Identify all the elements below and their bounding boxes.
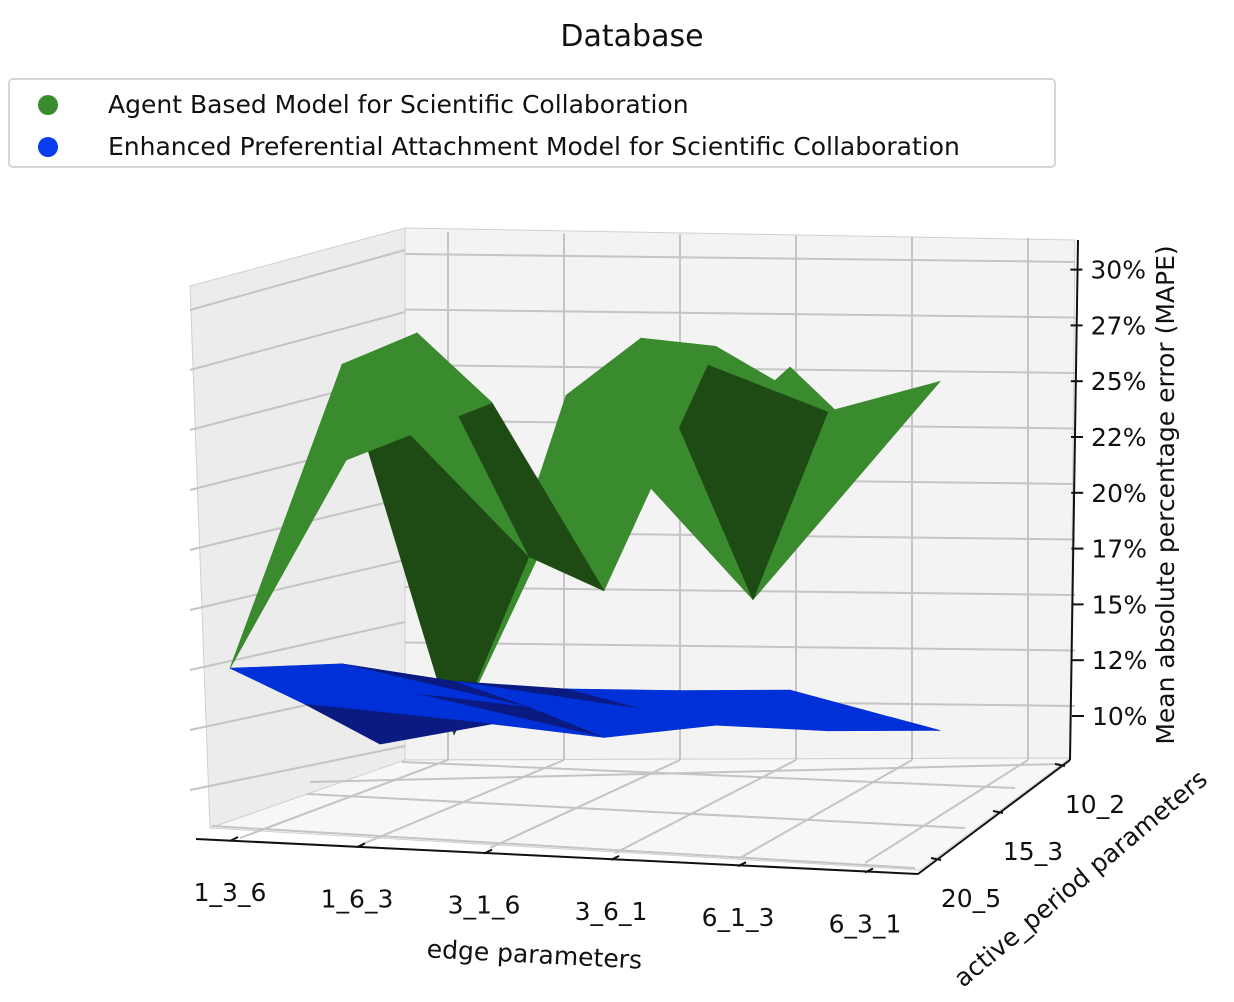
x-axis-line — [195, 838, 919, 875]
legend-label-enhanced: Enhanced Preferential Attachment Model f… — [108, 132, 960, 161]
legend: Agent Based Model for Scientific Collabo… — [8, 78, 1056, 168]
grid-floor-back — [309, 763, 1061, 783]
grid-left-horizontal — [189, 621, 406, 671]
x-tick-label: 3_6_1 — [575, 897, 648, 926]
grid-floor-x — [239, 759, 449, 839]
x-tick-label: 6_1_3 — [702, 903, 775, 932]
grid-floor-x — [864, 759, 1029, 864]
x-tick-label: 6_3_1 — [829, 910, 902, 939]
x-axis-label: edge parameters — [426, 934, 643, 974]
x-tick — [229, 836, 239, 842]
z-tick-label: 30% — [1090, 256, 1146, 285]
x-tick — [356, 842, 366, 849]
z-tick-label: 22% — [1091, 423, 1147, 452]
z-tick-label: 10% — [1092, 702, 1148, 731]
legend-entry-agent: Agent Based Model for Scientific Collabo… — [38, 90, 689, 119]
grid-floor-x — [614, 759, 797, 854]
z-axis-line — [1069, 239, 1079, 761]
grid-floor-x — [739, 759, 913, 859]
chart-title: Database — [560, 19, 703, 54]
surface-facet — [304, 402, 493, 477]
x-tick — [483, 848, 493, 855]
grid-back-horizontal — [404, 308, 1076, 319]
grid-floor-y — [306, 793, 966, 829]
z-tick-label: 25% — [1091, 367, 1147, 396]
x-tick-label: 1_3_6 — [194, 878, 267, 907]
grid-left-horizontal — [189, 745, 406, 791]
grid-floor-y — [211, 825, 916, 869]
z-tick-label: 17% — [1091, 535, 1147, 564]
z-tick-label: 12% — [1092, 646, 1148, 675]
surfaces — [229, 332, 941, 745]
grid-lines — [189, 232, 1076, 869]
z-tick-label: 15% — [1092, 590, 1148, 619]
y-tick-label: 20_5 — [941, 884, 1001, 913]
grid-back-horizontal — [404, 641, 1076, 652]
legend-label-agent: Agent Based Model for Scientific Collabo… — [108, 90, 689, 119]
y-tick — [930, 857, 942, 861]
z-tick-label: 20% — [1091, 479, 1147, 508]
y-tick — [1054, 763, 1066, 767]
y-tick-label: 15_3 — [1003, 837, 1063, 866]
surface-facet — [304, 703, 493, 745]
legend-marker-agent — [38, 94, 58, 115]
legend-marker-enhanced — [38, 136, 58, 157]
grid-left-horizontal — [189, 559, 406, 611]
x-tick — [864, 867, 874, 874]
surface-enhanced-preferential-attachment — [229, 663, 941, 745]
x-tick — [737, 861, 747, 868]
x-tick-label: 1_6_3 — [321, 884, 394, 913]
y-tick — [992, 810, 1004, 814]
grid-left-horizontal — [189, 311, 406, 371]
x-tick-label: 3_1_6 — [448, 891, 521, 920]
axes: 1_3_6 1_6_3 3_1_6 3_6_1 6_1_3 6_3_110_215_320… — [194, 239, 1148, 939]
z-axis-label: Mean absolute percentage error (MAPE) — [1151, 245, 1180, 744]
y-tick-label: 10_2 — [1065, 790, 1125, 819]
surface-agent-based-model — [229, 332, 941, 736]
x-tick — [610, 855, 620, 861]
grid-left-horizontal — [189, 249, 406, 311]
grid-back-horizontal — [404, 253, 1076, 263]
y-axis-line — [917, 759, 1071, 875]
grid-floor-y — [401, 761, 1016, 789]
legend-entry-enhanced: Enhanced Preferential Attachment Model f… — [38, 132, 960, 161]
z-tick-label: 27% — [1091, 311, 1147, 340]
